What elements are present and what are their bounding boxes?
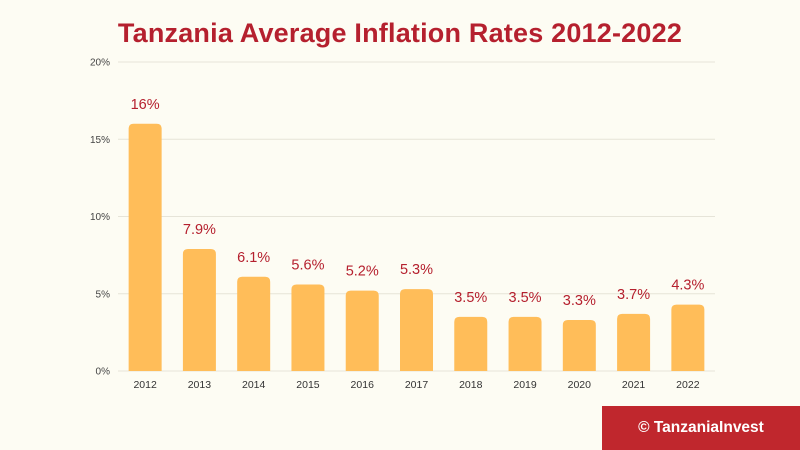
bar-2018 bbox=[454, 316, 488, 371]
x-tick-label: 2018 bbox=[459, 379, 483, 391]
brand-text: © TanzaniaInvest bbox=[638, 419, 764, 436]
bar-2017 bbox=[400, 289, 433, 371]
bar-2021 bbox=[617, 313, 651, 371]
data-label-2018: 3.5% bbox=[454, 290, 487, 306]
bar-2022 bbox=[671, 304, 705, 371]
data-label-2014: 6.1% bbox=[237, 250, 270, 266]
data-label-2019: 3.5% bbox=[509, 290, 542, 306]
x-tick-label: 2019 bbox=[513, 379, 537, 391]
bar-2019 bbox=[508, 316, 542, 371]
bar-2015 bbox=[291, 284, 325, 371]
x-tick-label: 2021 bbox=[622, 379, 646, 391]
bars bbox=[128, 123, 705, 371]
data-label-2016: 5.2% bbox=[346, 264, 379, 280]
x-tick-label: 2013 bbox=[188, 379, 212, 391]
chart-title: Tanzania Average Inflation Rates 2012-20… bbox=[117, 18, 683, 48]
x-tick-label: 2017 bbox=[405, 379, 429, 391]
x-tick-label: 2014 bbox=[242, 379, 266, 391]
y-tick-label: 20% bbox=[90, 58, 110, 69]
bar-2013 bbox=[182, 248, 216, 371]
y-tick-label: 10% bbox=[90, 212, 110, 223]
data-label-2015: 5.6% bbox=[291, 257, 324, 273]
y-axis: 0% 5% 10% 15% 20% bbox=[90, 58, 110, 378]
x-tick-label: 2015 bbox=[296, 379, 320, 391]
y-tick-label: 5% bbox=[96, 289, 111, 300]
brand-badge: © TanzaniaInvest bbox=[602, 406, 800, 450]
data-label-2021: 3.7% bbox=[617, 287, 650, 303]
y-tick-label: 0% bbox=[96, 367, 111, 378]
bar-2014 bbox=[237, 276, 271, 371]
data-label-2020: 3.3% bbox=[563, 293, 596, 309]
data-label-2012: 16% bbox=[131, 97, 160, 113]
x-axis: 2012 2013 2014 2015 2016 2017 2018 2019 2020 2021… bbox=[133, 379, 699, 391]
data-label-2013: 7.9% bbox=[183, 222, 216, 238]
bar-2016 bbox=[345, 290, 379, 371]
data-label-2017: 5.3% bbox=[400, 262, 433, 278]
x-tick-label: 2020 bbox=[568, 379, 592, 391]
data-labels: 16% 7.9% 6.1% 5.6% 5.2% 5.3% 3.5% 3.5% 3.3% 3.7% 4… bbox=[131, 97, 705, 309]
bar-2012 bbox=[128, 123, 162, 371]
y-tick-label: 15% bbox=[90, 135, 110, 146]
x-tick-label: 2016 bbox=[351, 379, 375, 391]
x-tick-label: 2012 bbox=[133, 379, 157, 391]
bar-2020 bbox=[562, 320, 596, 371]
data-label-2022: 4.3% bbox=[671, 278, 704, 294]
x-tick-label: 2022 bbox=[676, 379, 700, 391]
